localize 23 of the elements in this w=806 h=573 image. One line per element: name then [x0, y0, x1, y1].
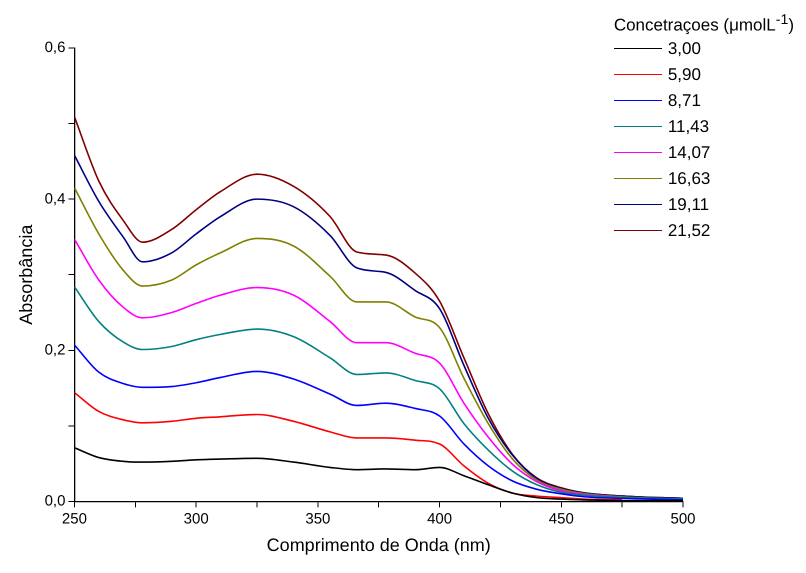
x-tick-label: 300 — [184, 510, 209, 528]
legend-label: 14,07 — [668, 142, 710, 163]
y-tick-label: 0,6 — [44, 39, 66, 56]
line-series — [74, 392, 623, 501]
x-tick-label: 450 — [548, 510, 574, 528]
line-series — [74, 238, 623, 498]
y-tick-label: 0,4 — [44, 190, 66, 208]
legend-label: 19,11 — [668, 194, 710, 215]
y-tick-label: 0,0 — [44, 492, 66, 510]
x-tick-label: 350 — [305, 510, 330, 528]
legend-label: 21,52 — [668, 220, 710, 241]
y-tick-label: 0,2 — [44, 341, 66, 358]
legend-label: 11,43 — [668, 116, 710, 137]
x-tick-label: 250 — [62, 510, 87, 528]
x-tick-label: 500 — [670, 510, 696, 528]
legend-label: 16,63 — [668, 168, 710, 189]
x-axis-title: Comprimento de Onda (nm) — [266, 535, 491, 556]
legend-label: 5,90 — [668, 64, 701, 85]
x-tick-label: 400 — [427, 510, 452, 528]
legend-title: Concetraçoes (μmolL$^{-1}$) — [614, 12, 794, 36]
legend-label: 3,00 — [668, 38, 701, 59]
y-axis-title: Absorbância — [16, 224, 36, 325]
legend-label: 8,71 — [668, 90, 701, 111]
